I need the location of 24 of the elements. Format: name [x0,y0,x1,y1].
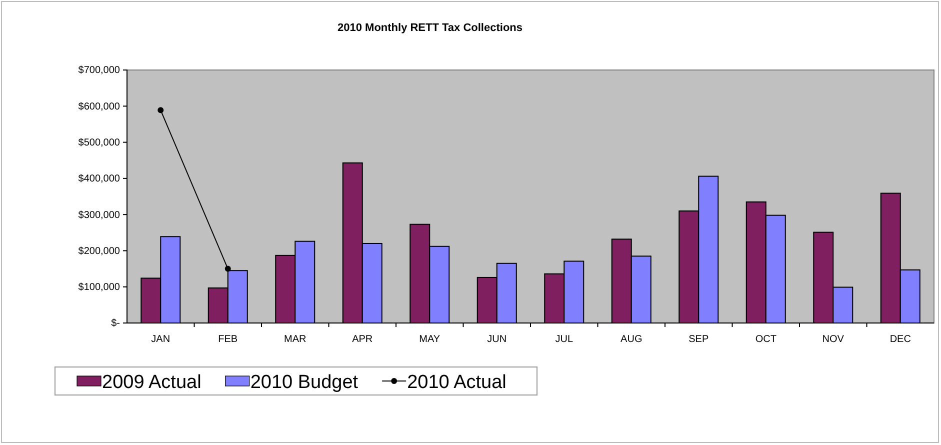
x-tick-label: APR [352,334,373,346]
legend-label: 2010 Budget [250,372,359,393]
y-tick-label: $500,000 [78,137,120,148]
y-tick-label: $- [111,318,120,330]
y-tick-label: $700,000 [78,65,120,76]
x-tick-label: JUN [487,334,507,346]
x-tick-label: JUL [555,334,574,346]
y-tick-label: $300,000 [78,210,120,221]
y-tick-label: $200,000 [78,246,120,257]
chart-title: 2010 Monthly RETT Tax Collections [338,22,522,34]
y-tick-label: $600,000 [78,101,120,112]
x-tick-label: NOV [822,334,844,346]
y-tick-label: $400,000 [78,174,120,185]
legend-label: 2009 Actual [102,372,202,393]
x-tick-label: OCT [755,334,776,346]
legend-label: 2010 Actual [407,372,506,393]
x-tick-label: MAR [284,334,306,346]
x-tick-label: DEC [890,334,911,346]
x-tick-label: AUG [620,334,642,346]
y-tick-label: $100,000 [78,282,120,294]
x-tick-label: SEP [688,334,709,346]
x-tick-label: JAN [151,334,170,346]
x-tick-label: FEB [218,334,238,346]
x-tick-label: MAY [419,334,440,346]
